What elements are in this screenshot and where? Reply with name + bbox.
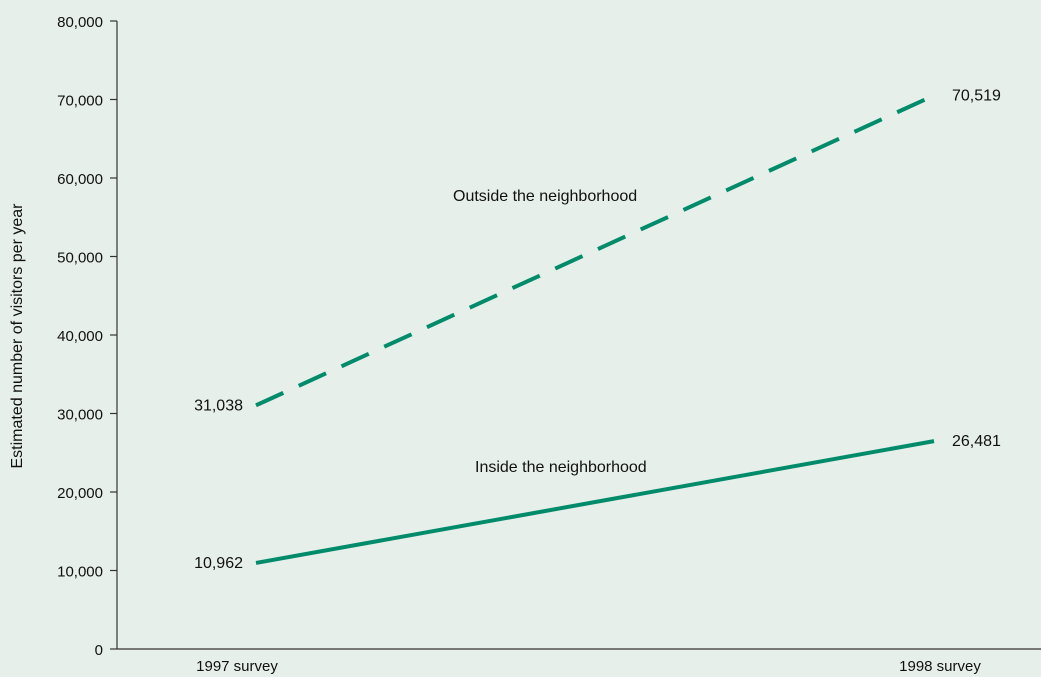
- series-label-inside: Inside the neighborhood: [475, 459, 647, 476]
- series-line-inside: [255, 439, 935, 565]
- data-label: 10,962: [194, 555, 243, 572]
- y-tick-label: 80,000: [57, 14, 103, 31]
- y-ticks: 0 10,000 20,000 30,000 40,000 50,000 60,000 70,…: [57, 14, 117, 659]
- y-tick-label: 10,000: [57, 564, 103, 581]
- y-tick-label: 20,000: [57, 485, 103, 502]
- y-tick-label: 60,000: [57, 171, 103, 188]
- x-tick-label: 1998 survey: [899, 658, 981, 675]
- y-tick-label: 0: [95, 642, 103, 659]
- x-tick-label: 1997 survey: [196, 658, 278, 675]
- data-labels: 31,038 70,519 10,962 26,481: [194, 87, 1001, 572]
- y-tick-label: 50,000: [57, 250, 103, 267]
- data-label: 26,481: [952, 433, 1001, 450]
- data-label: 70,519: [952, 87, 1001, 104]
- data-label: 31,038: [194, 397, 243, 414]
- series-label-outside: Outside the neighborhood: [453, 188, 637, 205]
- y-tick-label: 70,000: [57, 93, 103, 110]
- series-line-outside: [255, 93, 935, 408]
- axes: [116, 21, 1041, 650]
- y-tick-label: 30,000: [57, 407, 103, 424]
- y-tick-label: 40,000: [57, 328, 103, 345]
- series-lines: [255, 93, 935, 565]
- y-axis-title: Estimated number of visitors per year: [9, 203, 26, 469]
- x-ticks: 1997 survey 1998 survey: [196, 658, 981, 675]
